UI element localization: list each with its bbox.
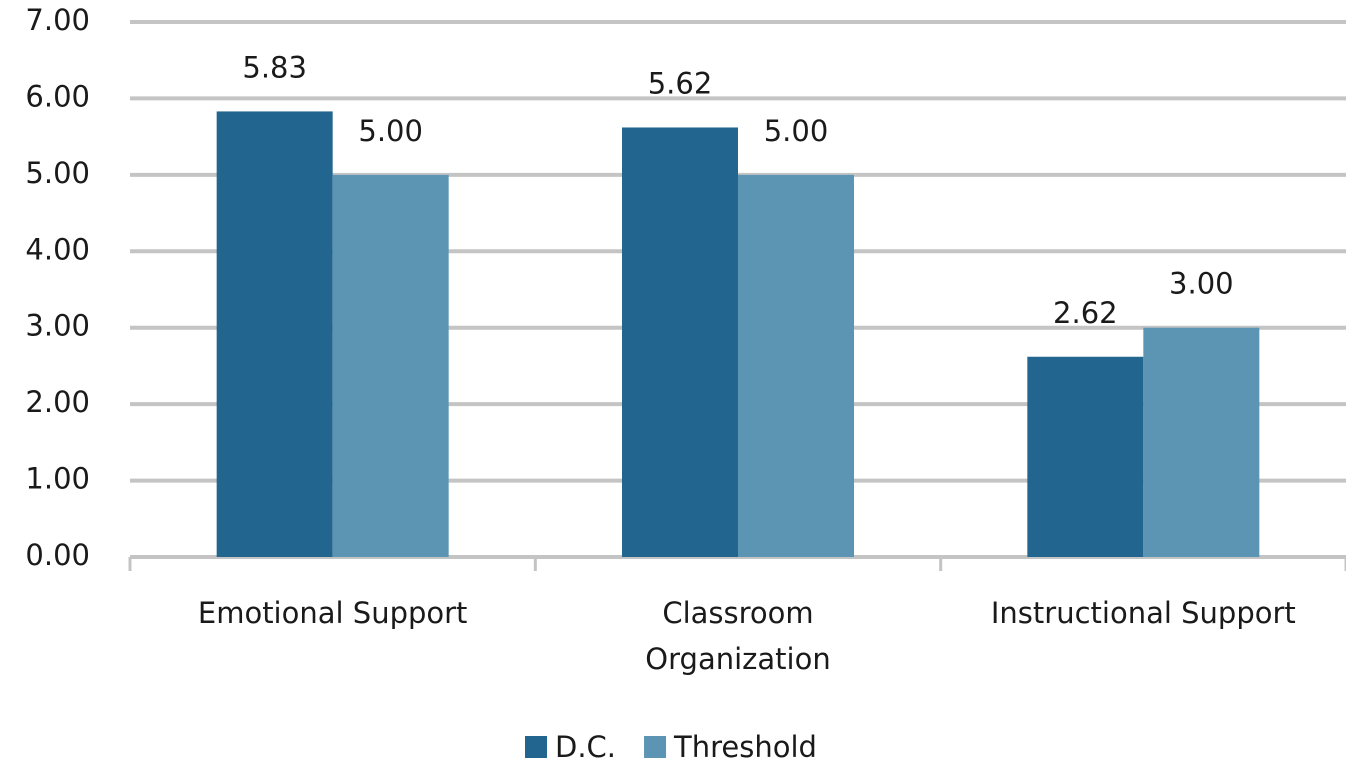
legend-swatch [525,736,547,758]
value-label: 2.62 [1053,296,1118,330]
value-label: 5.83 [242,50,307,84]
x-tick-label: Emotional Support [197,596,468,630]
y-tick-label: 3.00 [25,309,90,343]
x-tick-label: Instructional Support [990,596,1296,630]
x-tick-label: Classroom Organization [645,596,831,676]
value-label: 5.62 [648,66,713,100]
value-label: 5.00 [358,114,423,148]
y-tick-label: 4.00 [25,232,90,266]
value-label: 5.00 [764,114,829,148]
bar [216,111,333,558]
y-tick-label: 7.00 [25,3,90,37]
value-label: 3.00 [1169,267,1234,301]
bar [622,127,738,557]
bar [1143,327,1260,557]
y-tick-label: 1.00 [25,462,90,496]
y-tick-label: 6.00 [25,79,90,113]
bar [738,174,854,557]
legend-swatch [644,736,667,758]
y-tick-label: 2.00 [25,385,90,419]
legend-label: Threshold [673,730,817,764]
bar [332,174,449,557]
y-tick-label: 0.00 [25,538,90,572]
y-tick-label: 5.00 [25,156,90,190]
legend-label: D.C. [555,730,616,764]
bar [1027,356,1144,557]
